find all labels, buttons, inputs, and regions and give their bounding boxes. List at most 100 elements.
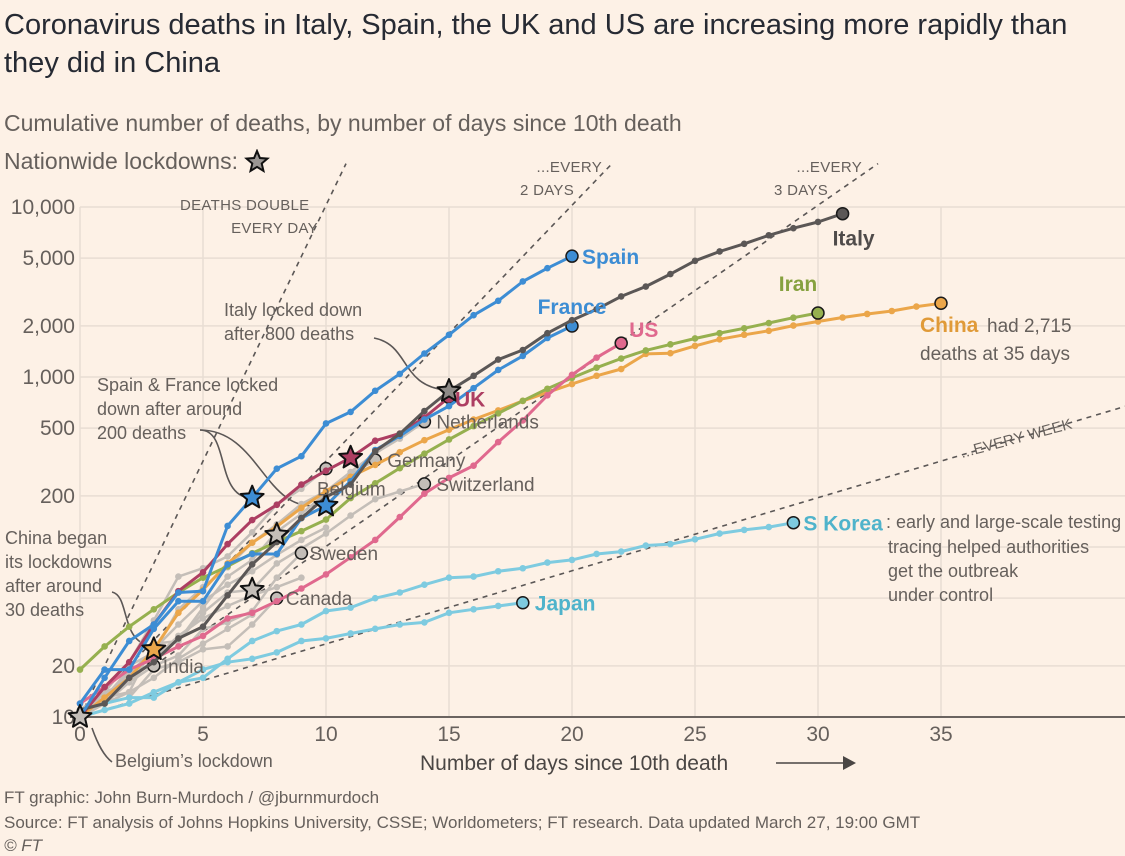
country-label: Italy bbox=[833, 228, 875, 251]
data-point bbox=[568, 556, 576, 564]
data-point bbox=[888, 307, 896, 315]
data-point bbox=[248, 539, 256, 546]
data-point bbox=[667, 270, 674, 278]
data-point bbox=[371, 461, 379, 469]
data-point bbox=[199, 604, 207, 611]
data-point bbox=[298, 637, 305, 645]
data-point bbox=[76, 666, 84, 673]
data-point bbox=[224, 522, 231, 530]
reference-line-doubling bbox=[79, 163, 613, 718]
data-point bbox=[175, 589, 182, 596]
data-point bbox=[494, 356, 502, 363]
data-point bbox=[298, 452, 305, 460]
data-point bbox=[125, 700, 133, 707]
series-us bbox=[76, 336, 628, 707]
data-point bbox=[248, 621, 256, 628]
data-point bbox=[470, 372, 477, 380]
china-began-annotation-2: its lockdowns bbox=[5, 552, 112, 572]
data-point bbox=[101, 683, 108, 691]
data-point bbox=[371, 625, 379, 633]
data-point bbox=[150, 621, 158, 628]
lockdown-star-icon bbox=[436, 378, 462, 402]
data-point bbox=[421, 619, 428, 626]
data-point bbox=[519, 417, 527, 424]
reference-lines bbox=[79, 162, 1125, 718]
data-point bbox=[175, 609, 182, 617]
ref-2day-line1: ...EVERY bbox=[537, 159, 602, 176]
data-point bbox=[913, 303, 920, 310]
data-point bbox=[494, 567, 502, 575]
data-point bbox=[396, 488, 404, 495]
spain-france-annotation-2: down after around bbox=[97, 399, 242, 419]
data-point bbox=[371, 447, 379, 455]
data-point bbox=[667, 341, 674, 348]
footer-source: Source: FT analysis of Johns Hopkins Uni… bbox=[4, 813, 921, 832]
data-point bbox=[593, 354, 600, 361]
country-label: Switzerland bbox=[436, 475, 534, 496]
data-point bbox=[199, 587, 207, 595]
data-point bbox=[125, 637, 133, 645]
data-point bbox=[101, 674, 108, 682]
data-point bbox=[125, 666, 133, 673]
end-point bbox=[835, 206, 850, 221]
data-point bbox=[494, 297, 502, 305]
end-point bbox=[565, 249, 579, 263]
data-point bbox=[568, 380, 576, 388]
data-point bbox=[347, 494, 354, 502]
data-point bbox=[519, 352, 527, 360]
data-point bbox=[125, 658, 133, 666]
country-label: Netherlands bbox=[436, 413, 538, 434]
y-tick-label: 5,000 bbox=[22, 247, 75, 270]
data-point bbox=[101, 700, 108, 707]
data-point bbox=[347, 630, 354, 637]
end-point bbox=[786, 515, 801, 530]
reference-line-doubling bbox=[79, 163, 347, 718]
data-point bbox=[150, 694, 158, 701]
data-point bbox=[691, 335, 699, 342]
data-point bbox=[175, 635, 182, 642]
gridlines bbox=[70, 206, 1125, 718]
data-point bbox=[371, 536, 379, 544]
country-label: US bbox=[629, 319, 658, 342]
country-label: France bbox=[538, 296, 607, 319]
data-point bbox=[396, 513, 404, 521]
data-point bbox=[175, 643, 182, 650]
data-point bbox=[298, 514, 305, 522]
country-label: Belgium bbox=[317, 480, 386, 501]
data-point bbox=[396, 370, 404, 378]
data-point bbox=[814, 318, 822, 325]
china-began-annotation-3: after around bbox=[5, 576, 102, 596]
data-point bbox=[322, 516, 330, 523]
y-tick-label: 200 bbox=[40, 485, 75, 508]
data-point bbox=[199, 568, 207, 576]
y-tick-label: 1,000 bbox=[22, 366, 75, 389]
data-point bbox=[175, 597, 182, 605]
data-point bbox=[347, 481, 354, 488]
data-point bbox=[470, 462, 477, 469]
data-point bbox=[617, 548, 625, 555]
data-point bbox=[494, 366, 502, 374]
series-lines bbox=[76, 206, 948, 721]
series-s-korea bbox=[76, 515, 801, 714]
ref-1day-line1: DEATHS DOUBLE bbox=[180, 197, 309, 214]
chart-title: Coronavirus deaths in Italy, Spain, the … bbox=[4, 9, 1068, 79]
data-point bbox=[544, 385, 551, 393]
data-point bbox=[716, 530, 723, 537]
data-point bbox=[347, 553, 354, 561]
data-point bbox=[667, 540, 674, 548]
data-point bbox=[248, 609, 256, 617]
star-icon bbox=[244, 148, 270, 173]
data-point bbox=[273, 574, 281, 581]
data-point bbox=[371, 479, 379, 487]
end-point bbox=[934, 296, 948, 311]
data-point bbox=[494, 602, 502, 610]
data-point bbox=[371, 495, 379, 503]
y-tick-label: 10 bbox=[52, 706, 75, 729]
data-point bbox=[224, 615, 231, 622]
data-point bbox=[322, 530, 330, 537]
country-label: Germany bbox=[387, 451, 466, 472]
arrow-right-icon bbox=[776, 756, 856, 770]
data-point bbox=[199, 615, 207, 622]
data-point bbox=[273, 501, 281, 509]
